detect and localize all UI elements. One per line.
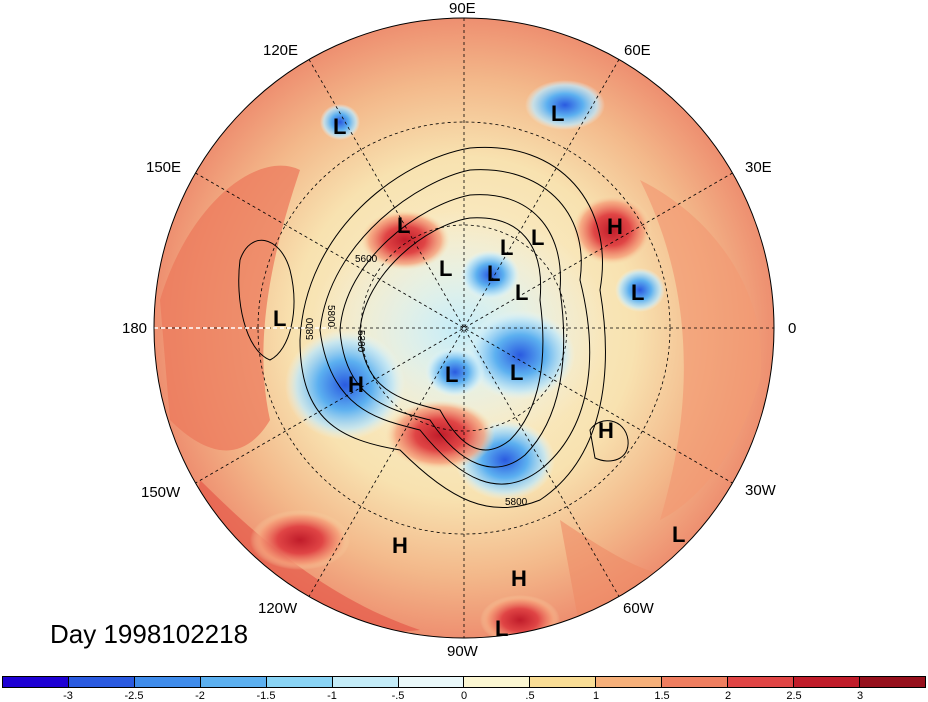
colorbar-tick-label: -.5 — [391, 690, 405, 702]
colorbar-tick-label: 2.5 — [786, 690, 802, 702]
pressure-center-label: H — [392, 533, 408, 558]
colorbar-tick-label: .5 — [525, 690, 535, 702]
pressure-center-label: L — [445, 362, 458, 387]
pressure-center-label: L — [273, 306, 286, 331]
pressure-center-label: L — [333, 114, 346, 139]
map-boundary — [153, 17, 775, 639]
colorbar-segment — [530, 677, 597, 687]
lon-label-150w: 150W — [141, 484, 181, 501]
pressure-center-label: L — [551, 101, 564, 126]
lon-label-30e: 30E — [745, 159, 772, 176]
lon-label-150e: 150E — [146, 159, 182, 176]
colorbar-segment — [596, 677, 663, 687]
pressure-centers: L L L H L L L L L H L L H L H H L LL — [273, 101, 685, 641]
lon-label-60e: 60E — [624, 42, 651, 59]
anomaly-field — [154, 18, 774, 638]
pressure-center-label: L — [515, 280, 528, 305]
contour-label: 5300 — [355, 330, 366, 353]
map-title: Day 1998102218 — [50, 619, 249, 649]
colorbar-segment — [68, 677, 135, 687]
colorbar-tick-label: 0 — [460, 690, 468, 702]
pressure-center-label: H — [598, 418, 614, 443]
colorbar-tick-label: -1 — [327, 690, 337, 702]
pressure-center-label: H — [348, 372, 364, 397]
pressure-center-label: L — [672, 522, 685, 547]
colorbar-tick-label: 1.5 — [654, 690, 670, 702]
colorbar-segment — [332, 677, 399, 687]
lon-label-0: 0 — [788, 320, 797, 337]
contour-label: 5800 — [505, 497, 528, 508]
colorbar-segment — [3, 677, 69, 687]
pressure-center-label: H — [511, 566, 527, 591]
contour-label: 5600 — [355, 254, 378, 265]
colorbar-segment — [398, 677, 465, 687]
pressure-center-label: L — [510, 360, 523, 385]
colorbar-segment — [794, 677, 860, 687]
colorbar-segment — [859, 677, 925, 687]
colorbar — [2, 676, 926, 688]
pressure-center-label: L — [531, 225, 544, 250]
pressure-center-label: H — [607, 214, 623, 239]
colorbar-segment — [662, 677, 729, 687]
graticule — [154, 18, 774, 638]
colorbar-tick-label: -3 — [63, 690, 73, 702]
lon-label-90w: 90W — [447, 643, 478, 660]
colorbar-tick-label: -2 — [195, 690, 205, 702]
pressure-center-label: L — [397, 213, 410, 238]
pressure-center-label: L — [500, 235, 513, 260]
colorbar-tick-label: -2.5 — [124, 690, 144, 702]
pressure-center-label: L — [495, 616, 508, 641]
colorbar-tick-label: 1 — [592, 690, 600, 702]
colorbar-segment — [464, 677, 531, 687]
lon-label-120w: 120W — [258, 600, 298, 617]
colorbar-tick-label: 3 — [856, 690, 864, 702]
pressure-center-label: L — [631, 280, 644, 305]
lon-label-90e: 90E — [449, 0, 476, 17]
colorbar-tick-label: 2 — [724, 690, 732, 702]
colorbar-tick-label: -1.5 — [256, 690, 276, 702]
lon-label-180: 180 — [122, 320, 148, 337]
pressure-center-label: L — [487, 261, 500, 286]
colorbar-segment — [728, 677, 795, 687]
lon-label-120e: 120E — [263, 42, 299, 59]
colorbar-segment — [134, 677, 201, 687]
lon-label-30w: 30W — [745, 482, 776, 499]
colorbar-segment — [200, 677, 267, 687]
contour-label: 5800 — [305, 317, 316, 340]
height-contours — [238, 146, 629, 509]
lon-label-60w: 60W — [623, 600, 654, 617]
pressure-center-label: L — [439, 256, 452, 281]
contour-label: 5800 — [325, 305, 336, 328]
colorbar-segment — [266, 677, 333, 687]
contour-labels: 5600 5800 5800 5300 5800 — [305, 254, 528, 508]
